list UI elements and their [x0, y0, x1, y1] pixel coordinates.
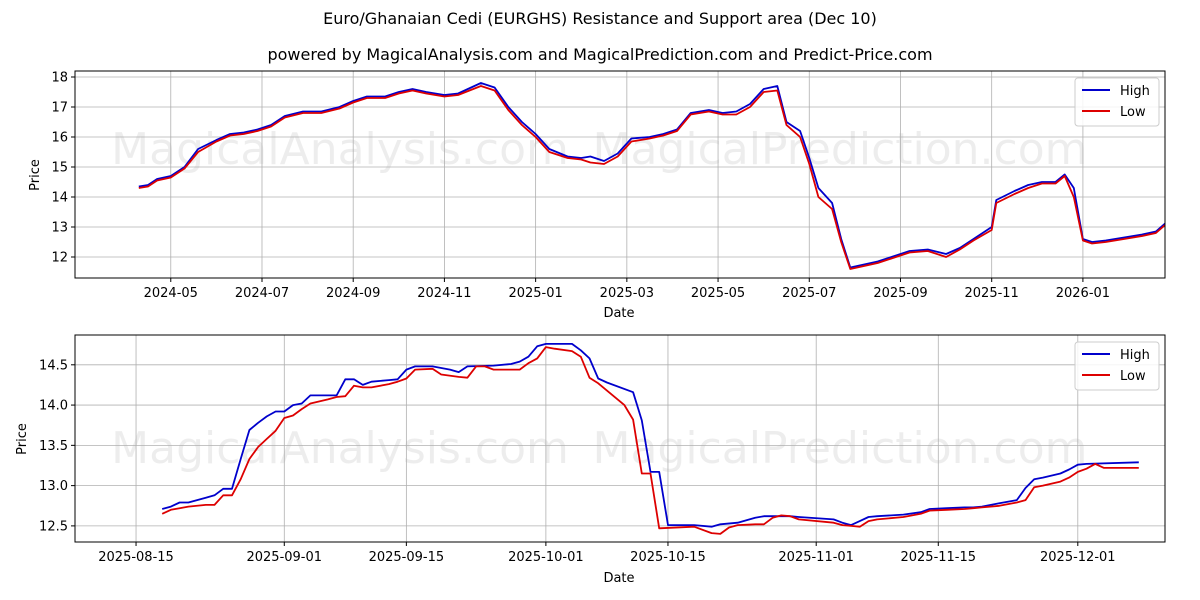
y-tick-label: 13.0: [39, 479, 68, 494]
bottom-y-axis-label: Price: [15, 423, 30, 455]
x-tick-label: 2025-01: [508, 286, 562, 301]
x-tick-label: 2025-09-15: [369, 550, 445, 565]
x-tick-label: 2025-09-01: [246, 550, 322, 565]
x-tick-label: 2025-03: [600, 286, 654, 301]
bottom-chart-series: [161, 343, 1139, 535]
x-tick-label: 2025-09: [873, 286, 927, 301]
chart-subtitle: powered by MagicalAnalysis.com and Magic…: [267, 45, 933, 64]
bottom-chart-frame: [74, 334, 1166, 543]
top-chart-grid: [75, 71, 1165, 278]
x-tick-label: 2025-10-15: [630, 550, 706, 565]
watermark-text: MagicalAnalysis.com: [111, 124, 569, 175]
top-legend-low-label: Low: [1120, 105, 1146, 120]
bottom-chart: 12.5 13.0 13.5 14.0 14.5 2025-08-15 2025-09-01…: [15, 334, 1166, 586]
y-tick-label: 18: [51, 71, 68, 86]
series-line-low: [138, 85, 1165, 270]
bottom-legend: High Low: [1074, 341, 1160, 391]
y-tick-label: 14.0: [39, 399, 68, 414]
y-tick-label: 12: [51, 251, 68, 266]
y-tick-label: 17: [51, 101, 68, 116]
bottom-chart-ticks: 12.5 13.0 13.5 14.0 14.5 2025-08-15 2025-09-01…: [39, 358, 1116, 565]
x-tick-label: 2026-01: [1056, 286, 1110, 301]
series-line-high: [138, 82, 1165, 269]
top-x-axis-label: Date: [603, 306, 634, 321]
x-tick-label: 2024-09: [326, 286, 380, 301]
watermark-text: MagicalPrediction.com: [593, 423, 1088, 474]
x-tick-label: 2025-11-01: [778, 550, 854, 565]
x-tick-label: 2024-05: [144, 286, 198, 301]
top-chart-series: [138, 82, 1165, 270]
top-chart-ticks: 12 13 14 15 16 17 18 2024-05 2024-07 2024-09 2024-…: [51, 71, 1110, 302]
top-chart: 12 13 14 15 16 17 18 2024-05 2024-07 2024-09 2024-…: [28, 70, 1166, 321]
x-tick-label: 2024-07: [235, 286, 289, 301]
bottom-legend-low-label: Low: [1120, 369, 1146, 384]
x-tick-label: 2025-11-15: [900, 550, 976, 565]
y-tick-label: 16: [51, 131, 68, 146]
y-tick-label: 12.5: [39, 519, 68, 534]
y-tick-label: 13: [51, 221, 68, 236]
x-tick-label: 2025-12-01: [1040, 550, 1116, 565]
series-line-high: [161, 343, 1139, 528]
x-tick-label: 2025-07: [782, 286, 836, 301]
bottom-legend-high-label: High: [1120, 348, 1150, 363]
top-y-axis-label: Price: [28, 159, 43, 191]
y-tick-label: 14.5: [39, 358, 68, 373]
y-tick-label: 15: [51, 161, 68, 176]
x-tick-label: 2024-11: [417, 286, 471, 301]
top-legend-high-label: High: [1120, 84, 1150, 99]
x-tick-label: 2025-05: [691, 286, 745, 301]
x-tick-label: 2025-08-15: [98, 550, 174, 565]
chart-title: Euro/Ghanaian Cedi (EURGHS) Resistance a…: [323, 9, 877, 28]
y-tick-label: 13.5: [39, 439, 68, 454]
watermark-text: MagicalAnalysis.com: [111, 423, 569, 474]
x-tick-label: 2025-10-01: [508, 550, 584, 565]
y-tick-label: 14: [51, 191, 68, 206]
bottom-x-axis-label: Date: [603, 571, 634, 586]
top-chart-frame: [74, 70, 1166, 279]
series-line-low: [161, 346, 1139, 535]
x-tick-label: 2025-11: [965, 286, 1019, 301]
top-legend: High Low: [1074, 77, 1160, 127]
bottom-chart-grid: [75, 335, 1165, 542]
